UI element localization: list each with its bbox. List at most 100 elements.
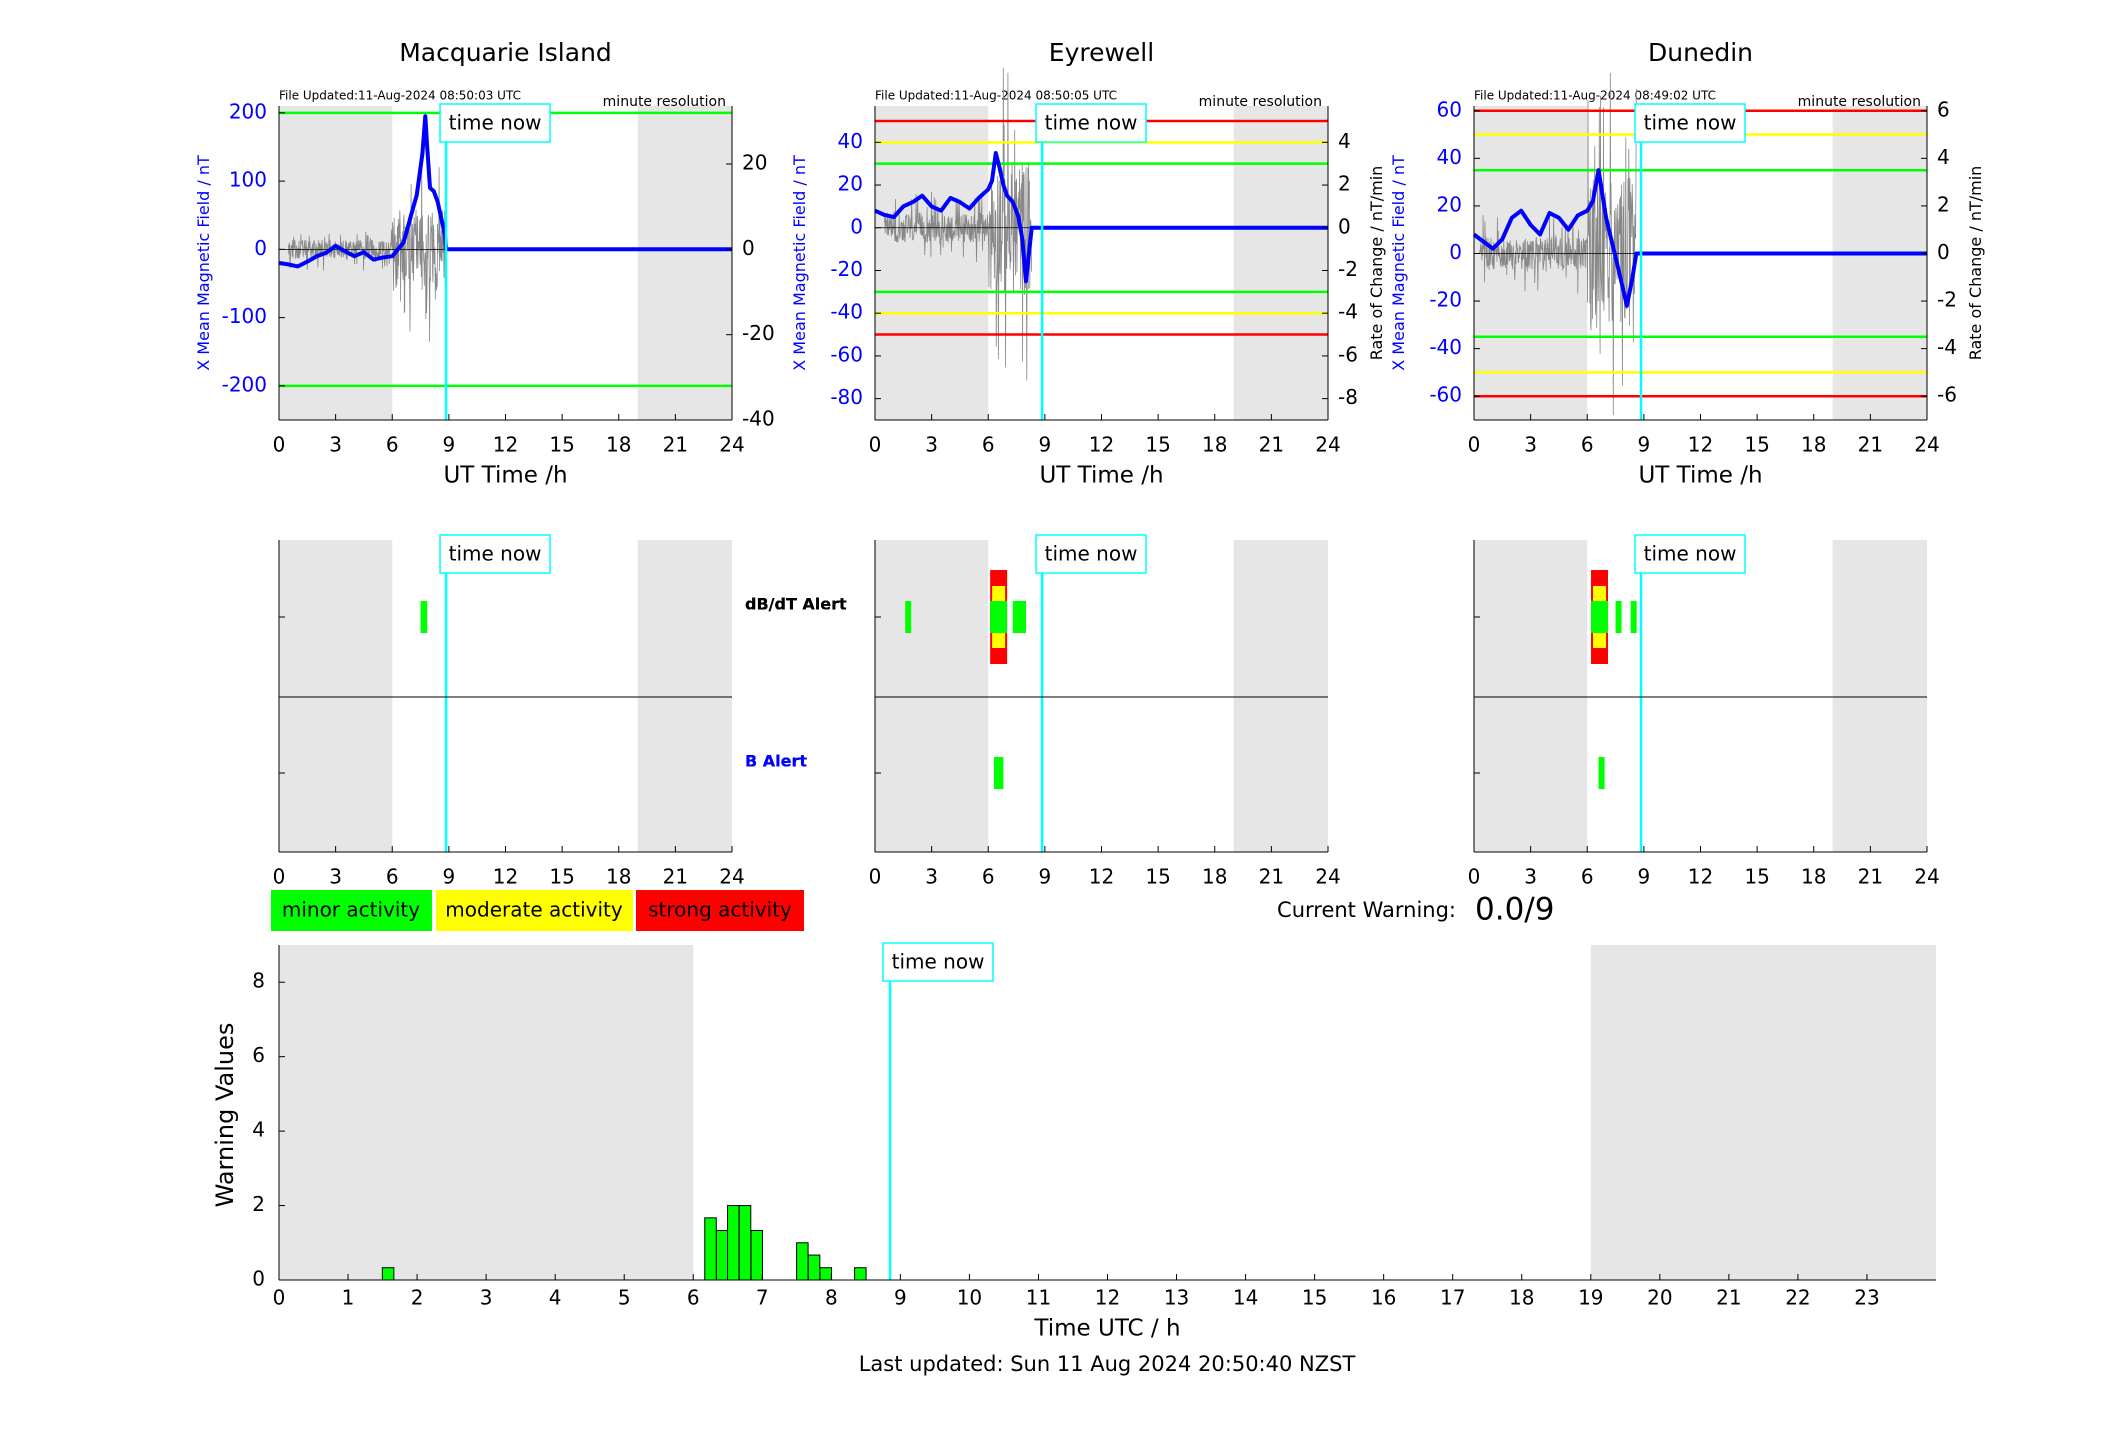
y-tick-label: 0 (252, 1267, 265, 1291)
x-tick-label: 9 (1638, 865, 1651, 889)
time-now-box (882, 942, 994, 982)
x-axis-label: UT Time /h (443, 463, 567, 489)
station-title: Dunedin (1648, 38, 1753, 67)
b-alert-bar-minor (1598, 757, 1605, 789)
night-band (279, 945, 694, 1280)
x-tick-label: 9 (443, 865, 456, 889)
current-warning-label: Current Warning: (1277, 898, 1456, 922)
y-axis-label-right: Rate of Change / nT/min (1966, 166, 1985, 361)
x-tick-label: 21 (663, 433, 688, 457)
y-tick-label-left: 0 (850, 214, 863, 238)
x-tick-label: 24 (719, 865, 744, 889)
x-tick-label: 15 (1302, 1286, 1327, 1310)
x-tick-label: 18 (1509, 1286, 1534, 1310)
y-tick-label-left: -40 (1429, 335, 1462, 359)
x-tick-label: 21 (1716, 1286, 1741, 1310)
file-updated-text: File Updated:11-Aug-2024 08:49:02 UTC (1474, 89, 1716, 103)
x-tick-label: 6 (982, 865, 995, 889)
x-tick-label: 19 (1578, 1286, 1603, 1310)
time-now-label: time now (1644, 542, 1737, 566)
x-tick-label: 9 (1039, 433, 1052, 457)
x-tick-label: 23 (1854, 1286, 1879, 1310)
legend-swatch-strong (636, 890, 804, 931)
night-band (279, 106, 393, 420)
y-tick-label-left: 20 (838, 172, 863, 196)
warning-bar (807, 1254, 821, 1281)
x-tick-label: 12 (1688, 865, 1713, 889)
station-title: Macquarie Island (399, 38, 612, 67)
x-tick-label: 12 (1089, 433, 1114, 457)
x-tick-label: 1 (342, 1286, 355, 1310)
x-tick-label: 8 (825, 1286, 838, 1310)
x-tick-label: 21 (1858, 433, 1883, 457)
y-axis-label-left: X Mean Magnetic Field / nT (194, 155, 213, 371)
y-tick-label-right: -8 (1338, 385, 1358, 409)
current-warning-value: 0.0/9 (1475, 892, 1554, 928)
time-now-box (1634, 103, 1746, 143)
b-alert-label: B Alert (745, 752, 807, 771)
station-title: Eyrewell (1049, 38, 1154, 67)
night-band (1832, 540, 1927, 852)
warning-bar (727, 1205, 740, 1281)
time-now-label: time now (892, 950, 985, 974)
activity-legend: minor activity moderate activity strong ac… (271, 890, 804, 931)
y-tick-label-right: -6 (1338, 342, 1358, 366)
x-tick-label: 18 (606, 433, 631, 457)
x-tick-label: 0 (1468, 865, 1481, 889)
warning-bar (819, 1267, 833, 1281)
x-tick-label: 18 (1202, 865, 1227, 889)
dbdt-alert-bar-minor (1012, 601, 1026, 633)
x-tick-label: 12 (1688, 433, 1713, 457)
y-tick-label-right: -40 (742, 407, 775, 431)
night-band (637, 106, 732, 420)
warning-bar (750, 1229, 764, 1281)
time-now-box (439, 103, 551, 143)
x-tick-label: 9 (894, 1286, 907, 1310)
y-tick-label-right: 0 (1937, 240, 1950, 264)
x-tick-label: 0 (869, 433, 882, 457)
x-tick-label: 18 (1801, 865, 1826, 889)
night-band (1474, 540, 1588, 852)
dbdt-alert-label: dB/dT Alert (745, 595, 847, 614)
dbdt-alert-bar-minor (1615, 601, 1622, 633)
rate-of-change-series (1479, 72, 1637, 416)
x-tick-label: 18 (606, 865, 631, 889)
x-tick-label: 18 (1202, 433, 1227, 457)
y-tick-label: 6 (252, 1043, 265, 1067)
x-tick-label: 20 (1647, 1286, 1672, 1310)
x-axis-label: UT Time /h (1039, 463, 1163, 489)
y-tick-label-left: -200 (222, 372, 267, 396)
x-tick-label: 24 (719, 433, 744, 457)
resolution-text: minute resolution (603, 94, 726, 110)
x-tick-label: 5 (618, 1286, 631, 1310)
dbdt-alert-bar-minor (420, 601, 428, 633)
x-tick-label: 11 (1026, 1286, 1051, 1310)
y-tick-label-left: -100 (222, 304, 267, 328)
b-alert-label: B Alert (745, 752, 807, 771)
y-axis-label-left: X Mean Magnetic Field / nT (1389, 155, 1408, 371)
y-tick-label-left: -20 (1429, 288, 1462, 312)
y-tick-label-right: -4 (1338, 300, 1358, 324)
x-tick-label: 12 (1089, 865, 1114, 889)
y-tick-label-right: 0 (742, 236, 755, 260)
x-tick-label: 3 (329, 865, 342, 889)
b-alert-bar-minor (993, 757, 1004, 789)
station-panel-1: Eyrewell File Updated:11-Aug-2024 08:50:0… (745, 38, 1386, 889)
y-tick-label-right: 2 (1937, 192, 1950, 216)
x-tick-label: 4 (549, 1286, 562, 1310)
time-now-label: time now (1045, 111, 1138, 135)
x-tick-label: 0 (273, 433, 286, 457)
x-tick-label: 0 (869, 865, 882, 889)
y-axis-label-right: Rate of Change / nT/min (1367, 166, 1386, 361)
x-tick-label: 10 (957, 1286, 982, 1310)
x-tick-label: 24 (1315, 433, 1340, 457)
x-tick-label: 24 (1914, 865, 1939, 889)
x-tick-label: 15 (1744, 865, 1769, 889)
y-tick-label-left: 40 (838, 129, 863, 153)
warning-bar (704, 1217, 717, 1281)
x-tick-label: 6 (1581, 865, 1594, 889)
night-band (1832, 106, 1927, 420)
x-tick-label: 6 (687, 1286, 700, 1310)
x-tick-label: 21 (1259, 865, 1284, 889)
